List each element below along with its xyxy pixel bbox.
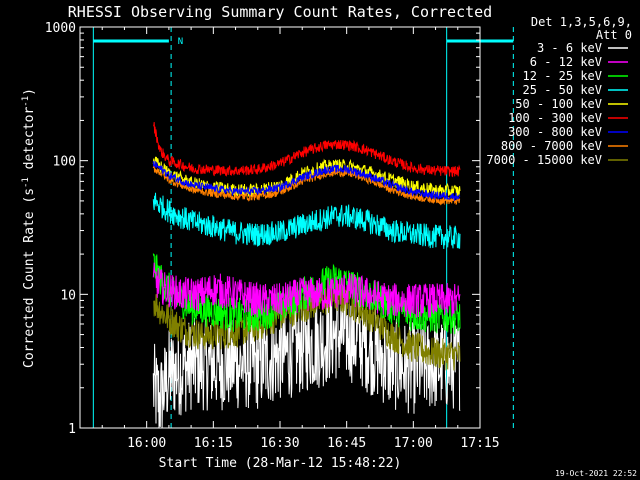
- y-tick-label: 1000: [45, 21, 76, 36]
- y-axis-label-main: Corrected Count Rate (s: [22, 188, 37, 368]
- legend-label: 300 - 800 keV: [508, 125, 602, 139]
- chart-title: RHESSI Observing Summary Count Rates, Co…: [68, 3, 492, 21]
- legend-label: 6 - 12 keV: [530, 55, 602, 69]
- y-axis-label-mid: detector: [22, 107, 37, 178]
- y-tick-label: 100: [53, 155, 76, 170]
- legend-label: 3 - 6 keV: [537, 41, 602, 55]
- flag-label: N: [178, 37, 183, 47]
- x-tick-label: 16:30: [260, 436, 299, 451]
- x-tick-label: 16:45: [327, 436, 366, 451]
- y-axis-label-sup2: -1: [21, 96, 31, 107]
- legend-label: 50 - 100 keV: [515, 97, 602, 111]
- x-tick-label: 17:00: [394, 436, 433, 451]
- x-tick-label: 17:15: [460, 436, 499, 451]
- timestamp: 19-Oct-2021 22:52: [555, 469, 637, 478]
- y-tick-label: 10: [60, 288, 76, 303]
- y-axis-label-end: ): [22, 88, 37, 96]
- legend-label: 800 - 7000 keV: [501, 139, 602, 153]
- legend-header-line-1: Det 1,3,5,6,9,: [531, 15, 632, 29]
- ticks: 16:00 16:15 16:30 16:45 17:00 17:15 1 10 100 1000: [45, 21, 500, 451]
- series-layer: [152, 122, 461, 429]
- y-axis-label: Corrected Count Rate (s-1 detector-1): [21, 88, 37, 368]
- x-axis-label: Start Time (28-Mar-12 15:48:22): [159, 456, 402, 471]
- series-line: [152, 192, 461, 250]
- legend-label: 7000 - 15000 keV: [486, 153, 602, 167]
- x-tick-label: 16:15: [194, 436, 233, 451]
- series-line: [152, 122, 461, 178]
- legend-label: 12 - 25 keV: [523, 69, 602, 83]
- y-axis-label-sup1: -1: [21, 177, 31, 188]
- x-tick-label: 16:00: [127, 436, 166, 451]
- y-tick-label: 1: [68, 422, 76, 437]
- series-line: [152, 160, 461, 201]
- legend-header-line-2: Att 0: [596, 28, 632, 42]
- series-line: [152, 262, 461, 318]
- legend-label: 100 - 300 keV: [508, 111, 602, 125]
- legend-label: 25 - 50 keV: [523, 83, 602, 97]
